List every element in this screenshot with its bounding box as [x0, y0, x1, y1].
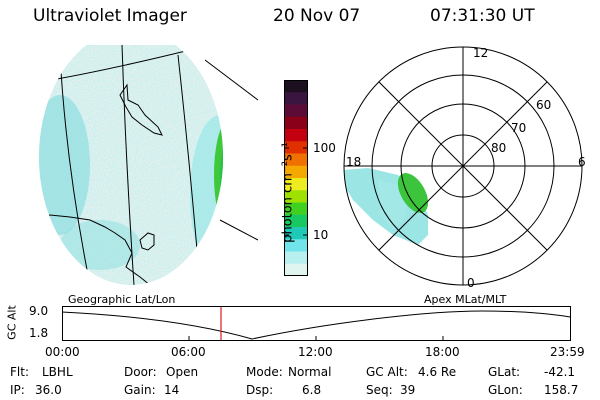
colorbar-unit-label: photon cm⁻²s⁻¹ [280, 142, 296, 243]
info-glat-label: GLat: [488, 365, 521, 379]
info-mode-value: Normal [288, 365, 332, 379]
info-dsp-value: 6.8 [302, 383, 322, 397]
colorbar-band [284, 92, 308, 105]
mlat-label-80: 80 [491, 141, 507, 155]
instrument-title: Ultraviolet Imager [33, 6, 187, 26]
mlt-label-0: 0 [467, 276, 475, 290]
globe-image-content [39, 45, 223, 285]
track-xtick-0000: 00:00 [45, 345, 80, 359]
colorbar-band [284, 190, 308, 203]
info-ip-label: IP: [10, 383, 25, 397]
polar-image-content [344, 168, 429, 245]
mlt-label-6: 6 [578, 155, 586, 169]
info-glat-value: -42.1 [544, 365, 576, 379]
mlt-label-18: 18 [346, 155, 362, 169]
altitude-curve [62, 310, 571, 340]
colorbar-band [284, 80, 308, 93]
track-xtick-1800: 18:00 [425, 345, 460, 359]
info-gain-label: Gain: [124, 383, 156, 397]
info-gcalt-value: 4.6 Re [418, 365, 457, 379]
polar-mlat-mlt-plot [343, 46, 583, 286]
colorbar-band [284, 116, 308, 130]
colorbar-band [284, 214, 308, 228]
intensity-colorbar [284, 80, 308, 276]
polar-caption: Apex MLat/MLT [424, 293, 507, 306]
info-dsp-label: Dsp: [246, 383, 274, 397]
colorbar-band [284, 129, 308, 142]
track-xtick-0600: 06:00 [171, 345, 206, 359]
mlt-label-12: 12 [473, 46, 489, 60]
colorbar-band [284, 202, 308, 216]
colorbar-band [284, 165, 308, 179]
colorbar-band [284, 251, 308, 265]
track-ymax: 9.0 [29, 304, 49, 318]
colorbar-tick-10: 10 [313, 228, 329, 242]
colorbar-band [284, 153, 308, 167]
colorbar-band [284, 141, 308, 154]
track-ymin: 1.8 [29, 326, 49, 340]
geographic-globe-image [39, 45, 259, 285]
info-door-label: Door: [124, 365, 157, 379]
observation-time: 07:31:30 UT [430, 6, 535, 26]
colorbar-band [284, 263, 308, 276]
colorbar-band [284, 227, 308, 240]
colorbar-band [284, 104, 308, 118]
mlat-label-60: 60 [536, 98, 552, 112]
info-gcalt-label: GC Alt: [366, 365, 408, 379]
info-flt-value: LBHL [42, 365, 73, 379]
info-glon-label: GLon: [488, 383, 523, 397]
info-seq-label: Seq: [366, 383, 393, 397]
info-flt-label: Flt: [10, 365, 29, 379]
track-ylabel: GC Alt [5, 305, 19, 340]
info-seq-value: 39 [400, 383, 416, 397]
observation-date: 20 Nov 07 [273, 6, 361, 26]
info-door-value: Open [166, 365, 199, 379]
info-mode-label: Mode: [246, 365, 283, 379]
info-glon-value: 158.7 [544, 383, 579, 397]
track-xtick-2359: 23:59 [550, 345, 585, 359]
info-ip-value: 36.0 [35, 383, 62, 397]
colorbar-band [284, 178, 308, 191]
globe-caption: Geographic Lat/Lon [68, 293, 176, 306]
colorbar-band [284, 239, 308, 252]
altitude-track-plot [62, 306, 571, 341]
info-gain-value: 14 [164, 383, 180, 397]
mlat-label-70: 70 [511, 121, 527, 135]
track-xtick-1200: 12:00 [298, 345, 333, 359]
colorbar-tick-100: 100 [313, 141, 336, 155]
